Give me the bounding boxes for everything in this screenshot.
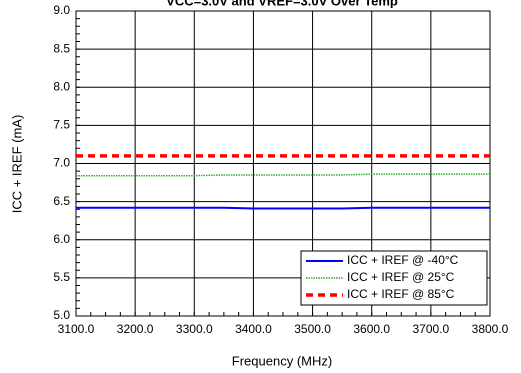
x-tick-label: 3700.0 xyxy=(413,322,450,336)
legend-label: ICC + IREF @ -40°C xyxy=(347,253,459,267)
y-tick-label: 7.0 xyxy=(53,156,70,170)
x-tick-label: 3400.0 xyxy=(235,322,272,336)
x-tick-label: 3500.0 xyxy=(294,322,331,336)
x-tick-label: 3600.0 xyxy=(353,322,390,336)
y-tick-label: 5.5 xyxy=(53,270,70,284)
y-tick-label: 6.0 xyxy=(53,232,70,246)
x-tick-label: 3100.0 xyxy=(58,322,95,336)
x-tick-label: 3200.0 xyxy=(117,322,154,336)
y-tick-label: 6.5 xyxy=(53,194,70,208)
y-tick-label: 9.0 xyxy=(53,3,70,17)
x-tick-label: 3800.0 xyxy=(472,322,509,336)
x-tick-label: 3300.0 xyxy=(176,322,213,336)
legend-label: ICC + IREF @ 25°C xyxy=(347,270,455,284)
series-line xyxy=(76,173,490,177)
legend-label: ICC + IREF @ 85°C xyxy=(347,287,455,301)
series-line xyxy=(76,206,490,210)
y-tick-label: 8.5 xyxy=(53,41,70,55)
y-tick-label: 7.5 xyxy=(53,118,70,132)
y-tick-label: 5.0 xyxy=(53,308,70,322)
plot-frame xyxy=(75,10,491,317)
x-axis-label: Frequency (MHz) xyxy=(232,353,332,368)
chart-title: VCC=3.0V and VREF=3.0V Over Temp xyxy=(166,0,398,8)
y-tick-label: 8.0 xyxy=(53,79,70,93)
y-axis-label: ICC + IREF (mA) xyxy=(9,115,24,214)
